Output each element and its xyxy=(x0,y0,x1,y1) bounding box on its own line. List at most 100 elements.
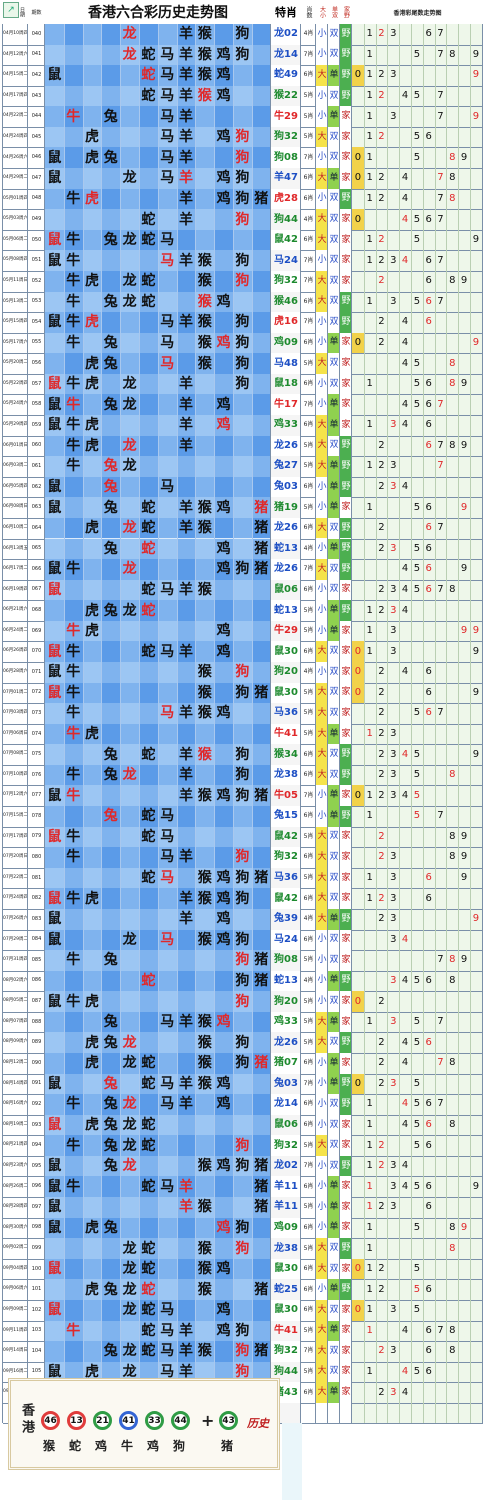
tail-cell xyxy=(435,868,447,889)
tail-cell xyxy=(387,168,399,189)
tail-cell: 5 xyxy=(413,1283,421,1295)
tail-cell xyxy=(435,827,447,848)
special-number: 龙26 xyxy=(271,1032,301,1053)
zodiac-cell: 鸡 xyxy=(214,1155,233,1177)
tail-cell xyxy=(458,930,470,951)
zodiac-cell xyxy=(101,85,121,107)
special-number: 龙38 xyxy=(271,764,301,786)
tail-cell: 8 xyxy=(449,439,456,451)
size-flag: 大 xyxy=(316,1299,328,1321)
tail-cell: 9 xyxy=(460,625,468,637)
zodiac-cell xyxy=(45,85,64,107)
size-flag: 大 xyxy=(316,1011,328,1033)
special-count: 5肖 xyxy=(303,1141,314,1149)
home-flag: 野 xyxy=(340,764,352,786)
zodiac-cell: 兔 xyxy=(101,1011,121,1033)
special-count: 6肖 xyxy=(303,935,314,943)
special-number: 兔03 xyxy=(271,476,301,498)
tail-cell xyxy=(458,703,470,724)
zodiac-col-line xyxy=(63,24,65,1424)
tail-cell xyxy=(435,271,447,292)
tail-cell xyxy=(387,1362,399,1383)
row-period: 085 xyxy=(31,956,42,963)
tail-cell xyxy=(352,1032,364,1053)
tail-cell xyxy=(435,333,447,354)
tail-cell xyxy=(376,1218,388,1239)
tail-cell: 6 xyxy=(425,707,432,719)
zodiac-cell xyxy=(101,188,121,210)
home-flag: 野 xyxy=(340,85,352,107)
zodiac-cell xyxy=(157,620,177,642)
row-date: 05月17周六 xyxy=(3,339,28,345)
tail-cell: 2 xyxy=(378,1036,385,1048)
zodiac-cell: 猪 xyxy=(251,970,271,992)
zodiac-cell: 牛 xyxy=(63,415,83,436)
tail-cell: 7 xyxy=(437,398,444,410)
tail-cell: 2 xyxy=(378,542,385,554)
tail-cell: 9 xyxy=(472,234,480,246)
home-flag: 家 xyxy=(340,1011,352,1033)
zodiac-cell xyxy=(195,1114,215,1136)
row-period: 065 xyxy=(31,545,42,552)
zodiac-cell: 猴 xyxy=(195,1155,215,1177)
parity-flag: 双 xyxy=(328,991,340,1012)
zodiac-cell: 鼠 xyxy=(45,991,64,1012)
tail-cell xyxy=(352,127,364,148)
zodiac-cell xyxy=(120,867,139,889)
tail-cell xyxy=(435,1259,447,1280)
special-count: 5肖 xyxy=(303,874,314,882)
zodiac-cell xyxy=(120,744,139,765)
zodiac-cell: 马 xyxy=(157,168,177,189)
zodiac-cell: 牛 xyxy=(63,661,83,683)
tail-cell xyxy=(352,1362,364,1383)
zodiac-cell xyxy=(45,44,64,66)
zodiac-cell: 鸡 xyxy=(214,867,233,889)
tail-cell xyxy=(435,724,447,745)
tail-cell xyxy=(411,24,423,45)
zodiac-cell: 猪 xyxy=(251,1155,271,1177)
row-date: 06月21周六 xyxy=(3,607,28,613)
tail-cell: 2 xyxy=(378,481,385,493)
tail-cell xyxy=(411,950,423,971)
home-flag: 家 xyxy=(340,1176,352,1198)
zodiac-cell: 羊 xyxy=(176,188,196,210)
zodiac-cell xyxy=(63,476,83,498)
parity-flag: 单 xyxy=(328,394,340,416)
zodiac-cell: 猪 xyxy=(251,1341,271,1362)
tail-cell xyxy=(364,930,376,951)
tail-cell: 7 xyxy=(437,1057,444,1069)
row-date: 06月05周四 xyxy=(3,483,28,489)
zodiac-cell xyxy=(120,188,139,210)
parity-flag: 双 xyxy=(328,435,340,457)
zodiac-cell xyxy=(120,991,139,1012)
tail-cell: 2 xyxy=(378,604,385,616)
tail-cell xyxy=(399,65,411,86)
tail-cell xyxy=(364,209,376,230)
zodiac-cell: 猴 xyxy=(195,270,215,292)
zodiac-cell: 蛇 xyxy=(139,270,158,292)
tail-cell xyxy=(435,1341,447,1362)
zodiac-cell xyxy=(233,1176,252,1198)
tail-cell xyxy=(435,1300,447,1321)
row-date: 04月29周二 xyxy=(3,175,28,181)
zodiac-cell: 兔 xyxy=(101,394,121,416)
tail-cell: 2 xyxy=(378,1345,385,1357)
tail-cell xyxy=(446,1300,458,1321)
tail-cell xyxy=(399,1279,411,1300)
tail-cell: 6 xyxy=(425,1036,432,1048)
zodiac-cell xyxy=(101,250,121,271)
tail-cell xyxy=(470,559,482,580)
size-flag: 小 xyxy=(316,620,328,642)
tail-cell xyxy=(423,765,435,786)
zodiac-cell: 马 xyxy=(157,106,177,127)
zodiac-cell xyxy=(82,250,102,271)
zodiac-cell xyxy=(120,703,139,724)
tail-cell xyxy=(435,662,447,683)
special-count: 7肖 xyxy=(303,50,314,58)
zodiac-cell xyxy=(82,1197,102,1218)
row-date: 05月15周四 xyxy=(3,319,28,325)
zodiac-cell: 鼠 xyxy=(45,147,64,169)
zodiac-cell xyxy=(176,559,196,580)
zodiac-cell: 马 xyxy=(157,1094,177,1115)
tail-cell xyxy=(458,1382,470,1403)
